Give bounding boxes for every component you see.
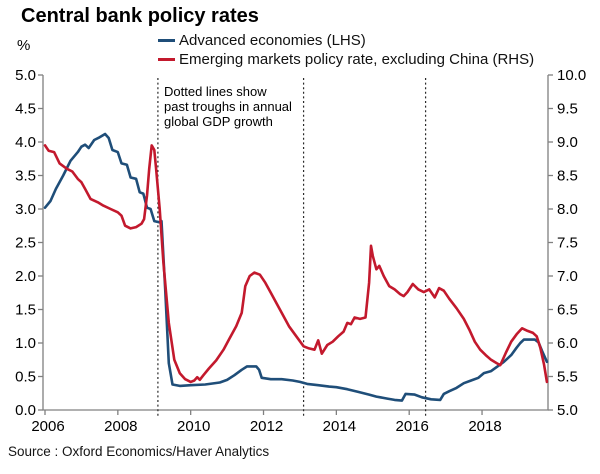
y-left-tick-label: 0.5: [15, 369, 36, 386]
y-left-tick-label: 3.0: [15, 201, 36, 218]
annotation-line: Dotted lines show: [164, 84, 267, 99]
left-axis-unit-label: %: [17, 37, 31, 54]
y-right-tick-label: 6.5: [557, 302, 578, 319]
legend-item-advanced-economies: Advanced economies (LHS): [158, 31, 534, 50]
chart-title: Central bank policy rates: [21, 5, 259, 27]
y-left-tick-label: 1.0: [15, 335, 36, 352]
y-left-tick-label: 5.0: [15, 67, 36, 84]
annotation-line: past troughs in annual: [164, 99, 292, 114]
y-left-tick-label: 2.0: [15, 268, 36, 285]
x-tick-label: 2010: [177, 418, 210, 435]
axis-frame: [42, 75, 549, 411]
y-right-tick-label: 6.0: [557, 335, 578, 352]
legend-label: Emerging markets policy rate, excluding …: [179, 51, 535, 68]
y-right-tick-label: 8.0: [557, 201, 578, 218]
y-right-tick-label: 5.0: [557, 402, 578, 419]
gdp-trough-annotation: Dotted lines show past troughs in annual…: [164, 84, 292, 129]
y-left-tick-label: 0.0: [15, 402, 36, 419]
y-left-tick-label: 1.5: [15, 302, 36, 319]
y-left-tick-label: 2.5: [15, 235, 36, 252]
x-tick-label: 2008: [104, 418, 137, 435]
line-swatch-icon: [158, 39, 175, 42]
annotation-line: global GDP growth: [164, 114, 273, 129]
y-right-tick-label: 7.5: [557, 235, 578, 252]
x-tick-label: 2016: [396, 418, 429, 435]
legend-label: Advanced economies (LHS): [179, 32, 366, 49]
y-right-tick-label: 9.0: [557, 134, 578, 151]
y-left-tick-label: 4.5: [15, 101, 36, 118]
source-note: Source : Oxford Economics/Haver Analytic…: [8, 444, 270, 459]
x-tick-label: 2006: [31, 418, 64, 435]
y-right-tick-label: 10.0: [557, 67, 586, 84]
chart-legend: Advanced economies (LHS) Emerging market…: [158, 31, 534, 69]
legend-item-emerging-markets: Emerging markets policy rate, excluding …: [158, 50, 534, 69]
y-right-tick-label: 8.5: [557, 168, 578, 185]
y-left-tick-label: 4.0: [15, 134, 36, 151]
emerging-markets-line: [43, 144, 549, 384]
line-swatch-icon: [158, 58, 175, 61]
y-left-tick-label: 3.5: [15, 168, 36, 185]
x-tick-label: 2012: [250, 418, 283, 435]
y-right-tick-label: 7.0: [557, 268, 578, 285]
y-right-tick-label: 9.5: [557, 101, 578, 118]
y-right-tick-label: 5.5: [557, 369, 578, 386]
x-tick-label: 2018: [468, 418, 501, 435]
x-tick-label: 2014: [323, 418, 356, 435]
advanced-economies-line: [43, 132, 549, 402]
